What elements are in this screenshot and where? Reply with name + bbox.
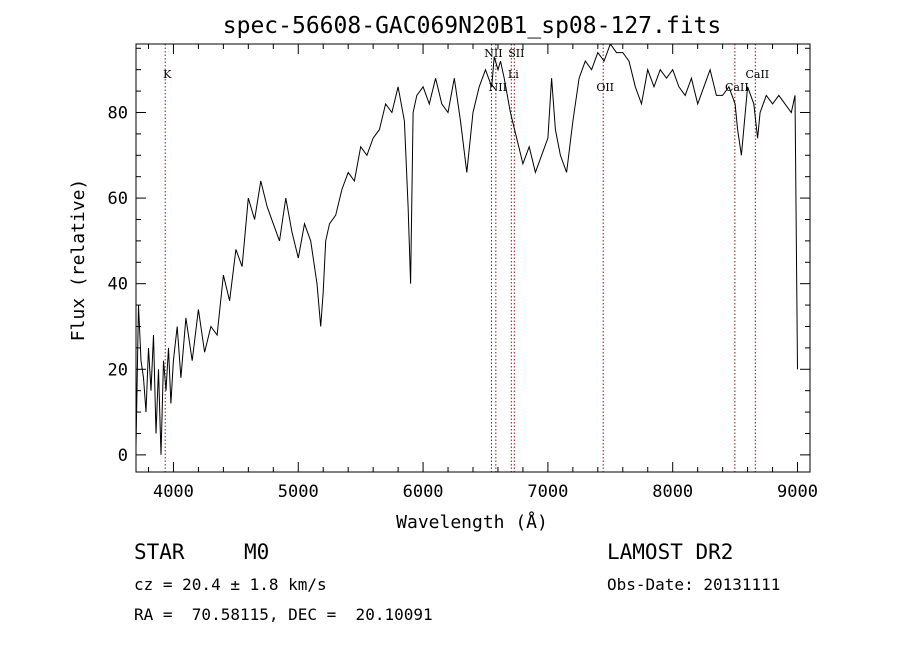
chart-title: spec-56608-GAC069N20B1_sp08-127.fits <box>223 13 722 39</box>
spectrum-line <box>136 44 798 455</box>
object-class: STAR <box>134 540 185 564</box>
x-tick-label: 8000 <box>652 482 693 502</box>
y-tick-label: 80 <box>108 103 128 123</box>
spectral-line-label: SII <box>508 47 524 60</box>
y-tick-label: 60 <box>108 189 128 209</box>
x-tick-label: 4000 <box>153 482 194 502</box>
spectrum-chart: spec-56608-GAC069N20B1_sp08-127.fits Wav… <box>68 13 818 533</box>
x-tick-label: 6000 <box>403 482 444 502</box>
x-tick-label: 7000 <box>527 482 568 502</box>
spectral-line-label: CaII <box>725 81 749 94</box>
y-tick-label: 40 <box>108 275 128 295</box>
spectral-line-label: NII <box>484 47 502 60</box>
y-tick-label: 20 <box>108 360 128 380</box>
spectral-line-label: K <box>163 68 172 81</box>
spectral-line-label: Li <box>508 68 519 81</box>
coordinates: RA = 70.58115, DEC = 20.10091 <box>134 605 433 624</box>
spectral-line-label: CaII <box>745 68 769 81</box>
observation-date: Obs-Date: 20131111 <box>607 575 781 594</box>
subclass: M0 <box>244 540 270 564</box>
x-tick-label: 9000 <box>777 482 818 502</box>
y-tick-label: 0 <box>118 446 128 466</box>
spectral-line-label: NII <box>489 81 507 94</box>
x-axis-label: Wavelength (Å) <box>396 511 548 533</box>
x-tick-label: 5000 <box>278 482 319 502</box>
y-axis-label: Flux (relative) <box>68 179 89 342</box>
spectral-line-label: OII <box>596 81 614 94</box>
survey-name: LAMOST DR2 <box>607 540 734 564</box>
redshift-cz: cz = 20.4 ± 1.8 km/s <box>134 575 327 594</box>
plot-frame <box>135 43 811 473</box>
